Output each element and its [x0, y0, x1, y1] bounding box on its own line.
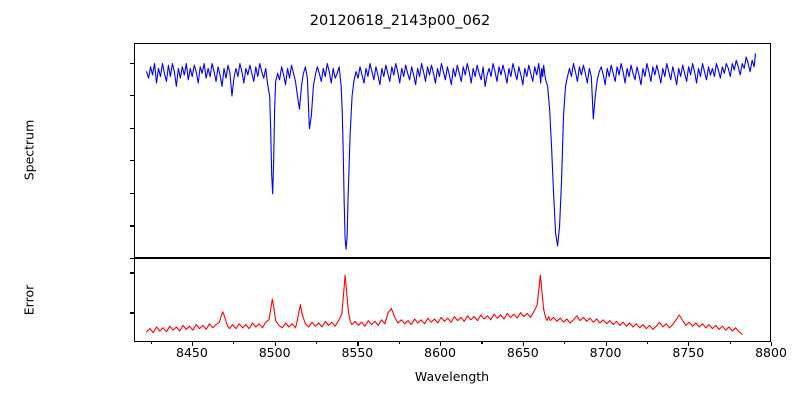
x-tick-mark — [688, 342, 690, 346]
error-panel — [134, 258, 771, 342]
x-tick-label: 8600 — [424, 345, 456, 360]
spectrum-plot-area — [146, 53, 756, 250]
x-tick-label: 8550 — [341, 345, 374, 360]
page-title: 20120618_2143p00_062 — [309, 13, 491, 29]
x-axis-label: Wavelength — [414, 369, 490, 384]
spectrum-y-tick-mark — [130, 160, 134, 162]
spectrum-y-tick-mark — [130, 192, 134, 194]
x-tick-mark — [522, 342, 524, 346]
spectrum-y-tick-mark — [130, 258, 134, 260]
x-tick-mark — [771, 342, 773, 346]
x-tick-mark-minor — [646, 342, 649, 345]
spectrum-y-tick-mark — [130, 127, 134, 129]
x-tick-mark — [440, 342, 442, 346]
x-tick-mark-minor — [233, 342, 235, 345]
x-tick-mark — [357, 342, 359, 346]
x-tick-mark-minor — [150, 342, 152, 345]
spectrum-panel — [134, 43, 771, 258]
x-tick-label: 8700 — [589, 345, 622, 360]
spectrum-y-tick-mark — [130, 62, 134, 64]
x-tick-mark-minor — [564, 342, 566, 345]
error-line — [146, 274, 743, 335]
x-tick-label: 8450 — [176, 345, 208, 360]
x-tick-label: 8500 — [258, 345, 291, 360]
x-tick-mark-minor — [398, 342, 400, 345]
spectrum-y-axis-label: Spectrum — [21, 119, 37, 181]
x-tick-label: 8750 — [672, 345, 705, 360]
x-tick-mark-minor — [729, 342, 731, 345]
x-tick-label: 8650 — [506, 345, 539, 360]
x-tick-mark-minor — [316, 342, 318, 345]
error-y-tick-mark — [130, 312, 134, 314]
x-tick-label: 8800 — [755, 345, 787, 360]
spectrum-line — [146, 53, 756, 250]
x-tick-mark — [605, 342, 607, 346]
x-tick-mark-minor — [481, 342, 483, 345]
error-y-tick-mark — [130, 272, 134, 274]
spectrum-y-tick-mark — [130, 225, 134, 227]
error-y-axis-ticks: 0.0200.025 — [0, 0, 134, 400]
spectrum-y-axis-ticks: 0.40.50.60.70.80.91.0 — [0, 0, 134, 400]
error-y-axis-label: Error — [21, 284, 37, 316]
x-tick-mark — [274, 342, 276, 346]
x-tick-mark — [191, 342, 194, 346]
error-plot-area — [146, 274, 743, 335]
spectrum-y-tick-mark — [130, 95, 134, 97]
